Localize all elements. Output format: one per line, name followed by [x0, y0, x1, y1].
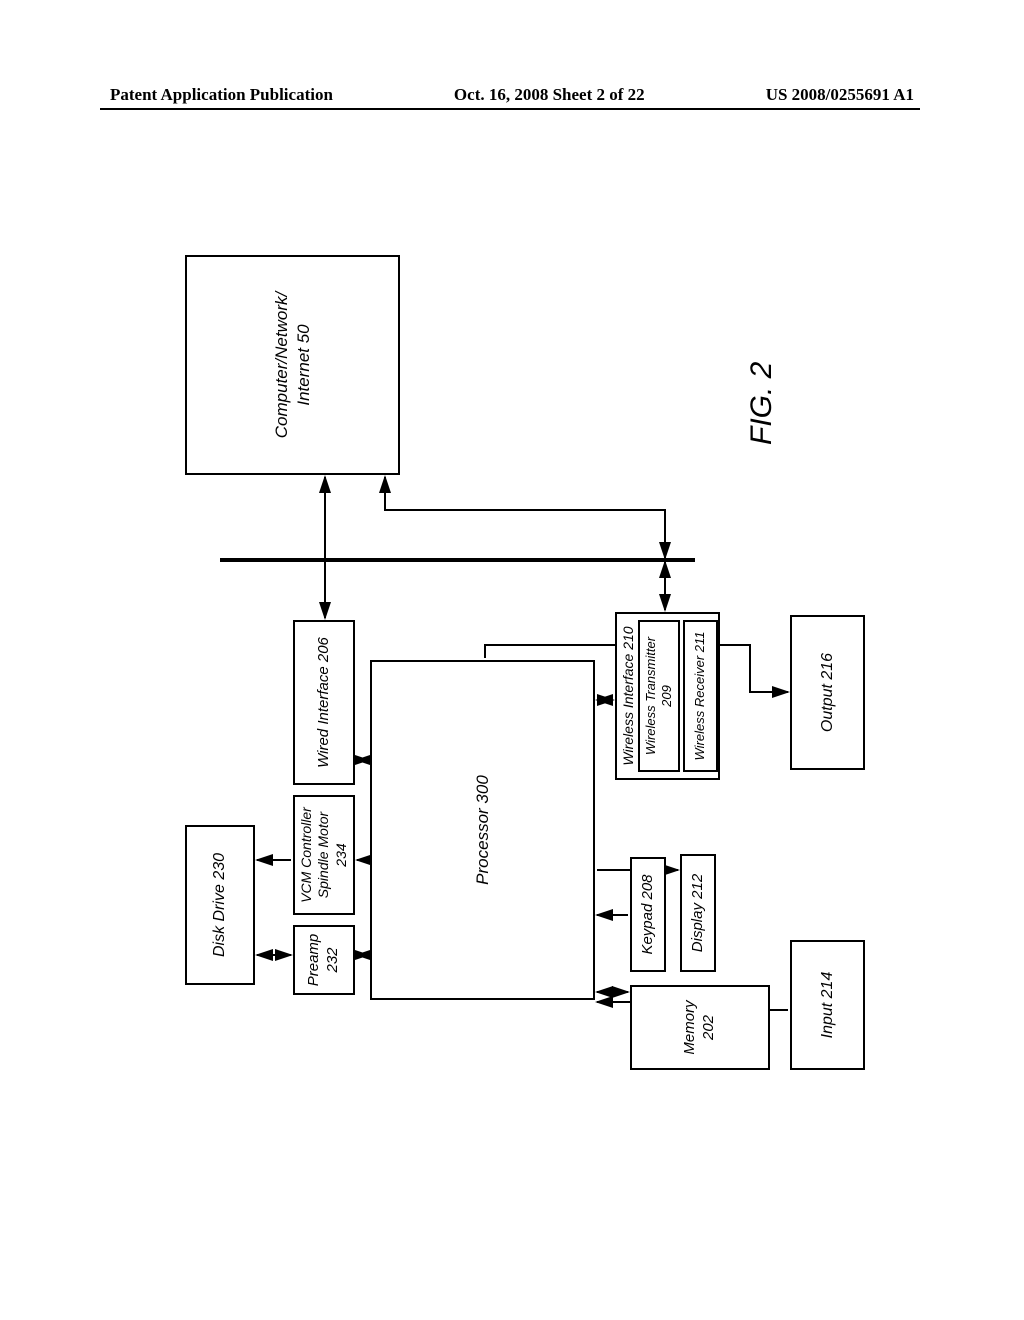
node-wireless-receiver: Wireless Receiver 211: [683, 620, 718, 772]
node-output: Output 216: [790, 615, 865, 770]
node-label: Computer/Network/ Internet 50: [271, 261, 314, 469]
node-vcm: VCM Controller Spindle Motor 234: [293, 795, 355, 915]
node-computer-network: Computer/Network/ Internet 50: [185, 255, 400, 475]
node-display: Display 212: [680, 854, 716, 972]
figure-label: FIG. 2: [745, 362, 779, 445]
node-label: Wired Interface 206: [315, 637, 334, 768]
node-label: Wireless Interface 210: [620, 626, 638, 765]
node-label: Memory 202: [681, 991, 719, 1064]
page-header: Patent Application Publication Oct. 16, …: [0, 85, 1024, 105]
node-label: Display 212: [689, 874, 708, 952]
header-divider: [100, 108, 920, 110]
header-center: Oct. 16, 2008 Sheet 2 of 22: [454, 85, 645, 105]
header-right: US 2008/0255691 A1: [766, 85, 914, 105]
diagram-rotated: Disk Drive 230 Preamp 232 VCM Controller…: [185, 250, 865, 1070]
node-input: Input 214: [790, 940, 865, 1070]
node-wired-interface: Wired Interface 206: [293, 620, 355, 785]
node-label: Processor 300: [472, 775, 493, 885]
node-label: Wireless Transmitter 209: [643, 626, 676, 766]
node-processor: Processor 300: [370, 660, 595, 1000]
node-label: Wireless Receiver 211: [692, 632, 708, 761]
node-keypad: Keypad 208: [630, 857, 666, 972]
node-label: Input 214: [818, 972, 838, 1039]
node-preamp: Preamp 232: [293, 925, 355, 995]
diagram-container: Disk Drive 230 Preamp 232 VCM Controller…: [185, 250, 865, 1070]
node-label: Keypad 208: [639, 874, 658, 954]
node-label: Output 216: [818, 653, 838, 732]
header-left: Patent Application Publication: [110, 85, 333, 105]
node-label: Preamp 232: [305, 931, 343, 989]
node-wireless-transmitter: Wireless Transmitter 209: [638, 620, 680, 772]
node-memory: Memory 202: [630, 985, 770, 1070]
node-disk-drive: Disk Drive 230: [185, 825, 255, 985]
node-label: Disk Drive 230: [210, 853, 230, 957]
node-label: VCM Controller Spindle Motor 234: [298, 801, 351, 909]
